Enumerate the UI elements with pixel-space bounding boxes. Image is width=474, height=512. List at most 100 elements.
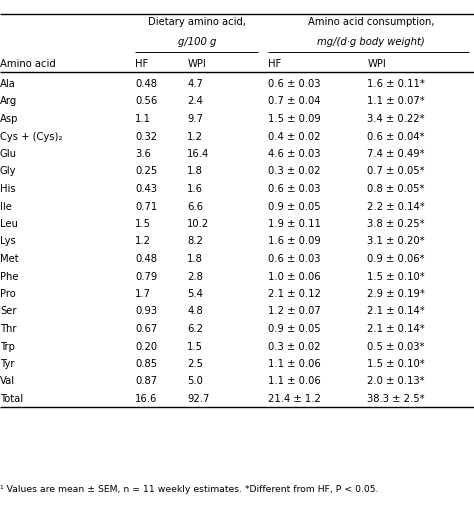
Text: Ala: Ala — [0, 79, 16, 89]
Text: 9.7: 9.7 — [187, 114, 203, 124]
Text: 4.6 ± 0.03: 4.6 ± 0.03 — [268, 149, 320, 159]
Text: 38.3 ± 2.5*: 38.3 ± 2.5* — [367, 394, 425, 404]
Text: 1.1 ± 0.07*: 1.1 ± 0.07* — [367, 96, 425, 106]
Text: Lys: Lys — [0, 237, 16, 246]
Text: Asp: Asp — [0, 114, 18, 124]
Text: Tyr: Tyr — [0, 359, 15, 369]
Text: mg/(d·g body weight): mg/(d·g body weight) — [317, 37, 425, 47]
Text: WPI: WPI — [367, 59, 386, 69]
Text: 0.3 ± 0.02: 0.3 ± 0.02 — [268, 342, 320, 352]
Text: 0.7 ± 0.04: 0.7 ± 0.04 — [268, 96, 320, 106]
Text: 0.7 ± 0.05*: 0.7 ± 0.05* — [367, 166, 425, 177]
Text: 2.1 ± 0.14*: 2.1 ± 0.14* — [367, 324, 425, 334]
Text: 21.4 ± 1.2: 21.4 ± 1.2 — [268, 394, 321, 404]
Text: Amino acid: Amino acid — [0, 59, 56, 69]
Text: 0.9 ± 0.05: 0.9 ± 0.05 — [268, 324, 320, 334]
Text: 92.7: 92.7 — [187, 394, 210, 404]
Text: 1.2: 1.2 — [135, 237, 151, 246]
Text: 4.7: 4.7 — [187, 79, 203, 89]
Text: 0.79: 0.79 — [135, 271, 157, 282]
Text: 1.6: 1.6 — [187, 184, 203, 194]
Text: Met: Met — [0, 254, 18, 264]
Text: 2.0 ± 0.13*: 2.0 ± 0.13* — [367, 376, 425, 387]
Text: 0.3 ± 0.02: 0.3 ± 0.02 — [268, 166, 320, 177]
Text: Thr: Thr — [0, 324, 17, 334]
Text: 16.6: 16.6 — [135, 394, 157, 404]
Text: 0.9 ± 0.06*: 0.9 ± 0.06* — [367, 254, 425, 264]
Text: 1.8: 1.8 — [187, 166, 203, 177]
Text: 5.0: 5.0 — [187, 376, 203, 387]
Text: 1.8: 1.8 — [187, 254, 203, 264]
Text: 4.8: 4.8 — [187, 307, 203, 316]
Text: 1.6 ± 0.09: 1.6 ± 0.09 — [268, 237, 320, 246]
Text: 1.0 ± 0.06: 1.0 ± 0.06 — [268, 271, 320, 282]
Text: 2.4: 2.4 — [187, 96, 203, 106]
Text: 3.4 ± 0.22*: 3.4 ± 0.22* — [367, 114, 425, 124]
Text: g/100 g: g/100 g — [178, 37, 216, 47]
Text: Val: Val — [0, 376, 15, 387]
Text: 0.32: 0.32 — [135, 132, 157, 141]
Text: 2.1 ± 0.12: 2.1 ± 0.12 — [268, 289, 321, 299]
Text: Amino acid consumption,: Amino acid consumption, — [308, 17, 434, 27]
Text: 8.2: 8.2 — [187, 237, 203, 246]
Text: 1.6 ± 0.11*: 1.6 ± 0.11* — [367, 79, 425, 89]
Text: Glu: Glu — [0, 149, 17, 159]
Text: 3.8 ± 0.25*: 3.8 ± 0.25* — [367, 219, 425, 229]
Text: Total: Total — [0, 394, 23, 404]
Text: 0.6 ± 0.04*: 0.6 ± 0.04* — [367, 132, 425, 141]
Text: Leu: Leu — [0, 219, 18, 229]
Text: 1.2: 1.2 — [187, 132, 203, 141]
Text: 0.67: 0.67 — [135, 324, 157, 334]
Text: 3.1 ± 0.20*: 3.1 ± 0.20* — [367, 237, 425, 246]
Text: His: His — [0, 184, 16, 194]
Text: 2.1 ± 0.14*: 2.1 ± 0.14* — [367, 307, 425, 316]
Text: ¹ Values are mean ± SEM, n = 11 weekly estimates. *Different from HF, P < 0.05.: ¹ Values are mean ± SEM, n = 11 weekly e… — [0, 485, 378, 494]
Text: 0.56: 0.56 — [135, 96, 157, 106]
Text: Dietary amino acid,: Dietary amino acid, — [148, 17, 246, 27]
Text: HF: HF — [135, 59, 148, 69]
Text: 5.4: 5.4 — [187, 289, 203, 299]
Text: 0.5 ± 0.03*: 0.5 ± 0.03* — [367, 342, 425, 352]
Text: 0.48: 0.48 — [135, 254, 157, 264]
Text: Ser: Ser — [0, 307, 17, 316]
Text: 3.6: 3.6 — [135, 149, 151, 159]
Text: 0.6 ± 0.03: 0.6 ± 0.03 — [268, 184, 320, 194]
Text: 0.25: 0.25 — [135, 166, 157, 177]
Text: 0.8 ± 0.05*: 0.8 ± 0.05* — [367, 184, 425, 194]
Text: 16.4: 16.4 — [187, 149, 210, 159]
Text: 1.5 ± 0.10*: 1.5 ± 0.10* — [367, 271, 425, 282]
Text: 0.85: 0.85 — [135, 359, 157, 369]
Text: 2.2 ± 0.14*: 2.2 ± 0.14* — [367, 202, 425, 211]
Text: 0.43: 0.43 — [135, 184, 157, 194]
Text: 0.4 ± 0.02: 0.4 ± 0.02 — [268, 132, 320, 141]
Text: 7.4 ± 0.49*: 7.4 ± 0.49* — [367, 149, 425, 159]
Text: 0.6 ± 0.03: 0.6 ± 0.03 — [268, 79, 320, 89]
Text: 0.9 ± 0.05: 0.9 ± 0.05 — [268, 202, 320, 211]
Text: Ile: Ile — [0, 202, 12, 211]
Text: 0.93: 0.93 — [135, 307, 157, 316]
Text: 1.1 ± 0.06: 1.1 ± 0.06 — [268, 359, 320, 369]
Text: 0.87: 0.87 — [135, 376, 157, 387]
Text: HF: HF — [268, 59, 281, 69]
Text: 1.2 ± 0.07: 1.2 ± 0.07 — [268, 307, 320, 316]
Text: Trp: Trp — [0, 342, 15, 352]
Text: Phe: Phe — [0, 271, 18, 282]
Text: 1.5: 1.5 — [187, 342, 203, 352]
Text: 2.9 ± 0.19*: 2.9 ± 0.19* — [367, 289, 425, 299]
Text: Gly: Gly — [0, 166, 17, 177]
Text: 2.5: 2.5 — [187, 359, 203, 369]
Text: 1.7: 1.7 — [135, 289, 151, 299]
Text: 1.5 ± 0.09: 1.5 ± 0.09 — [268, 114, 320, 124]
Text: 6.2: 6.2 — [187, 324, 203, 334]
Text: 1.5 ± 0.10*: 1.5 ± 0.10* — [367, 359, 425, 369]
Text: 1.9 ± 0.11: 1.9 ± 0.11 — [268, 219, 321, 229]
Text: 0.6 ± 0.03: 0.6 ± 0.03 — [268, 254, 320, 264]
Text: 0.48: 0.48 — [135, 79, 157, 89]
Text: Pro: Pro — [0, 289, 16, 299]
Text: 1.1 ± 0.06: 1.1 ± 0.06 — [268, 376, 320, 387]
Text: 0.71: 0.71 — [135, 202, 157, 211]
Text: 2.8: 2.8 — [187, 271, 203, 282]
Text: 1.5: 1.5 — [135, 219, 151, 229]
Text: Cys + (Cys)₂: Cys + (Cys)₂ — [0, 132, 63, 141]
Text: 0.20: 0.20 — [135, 342, 157, 352]
